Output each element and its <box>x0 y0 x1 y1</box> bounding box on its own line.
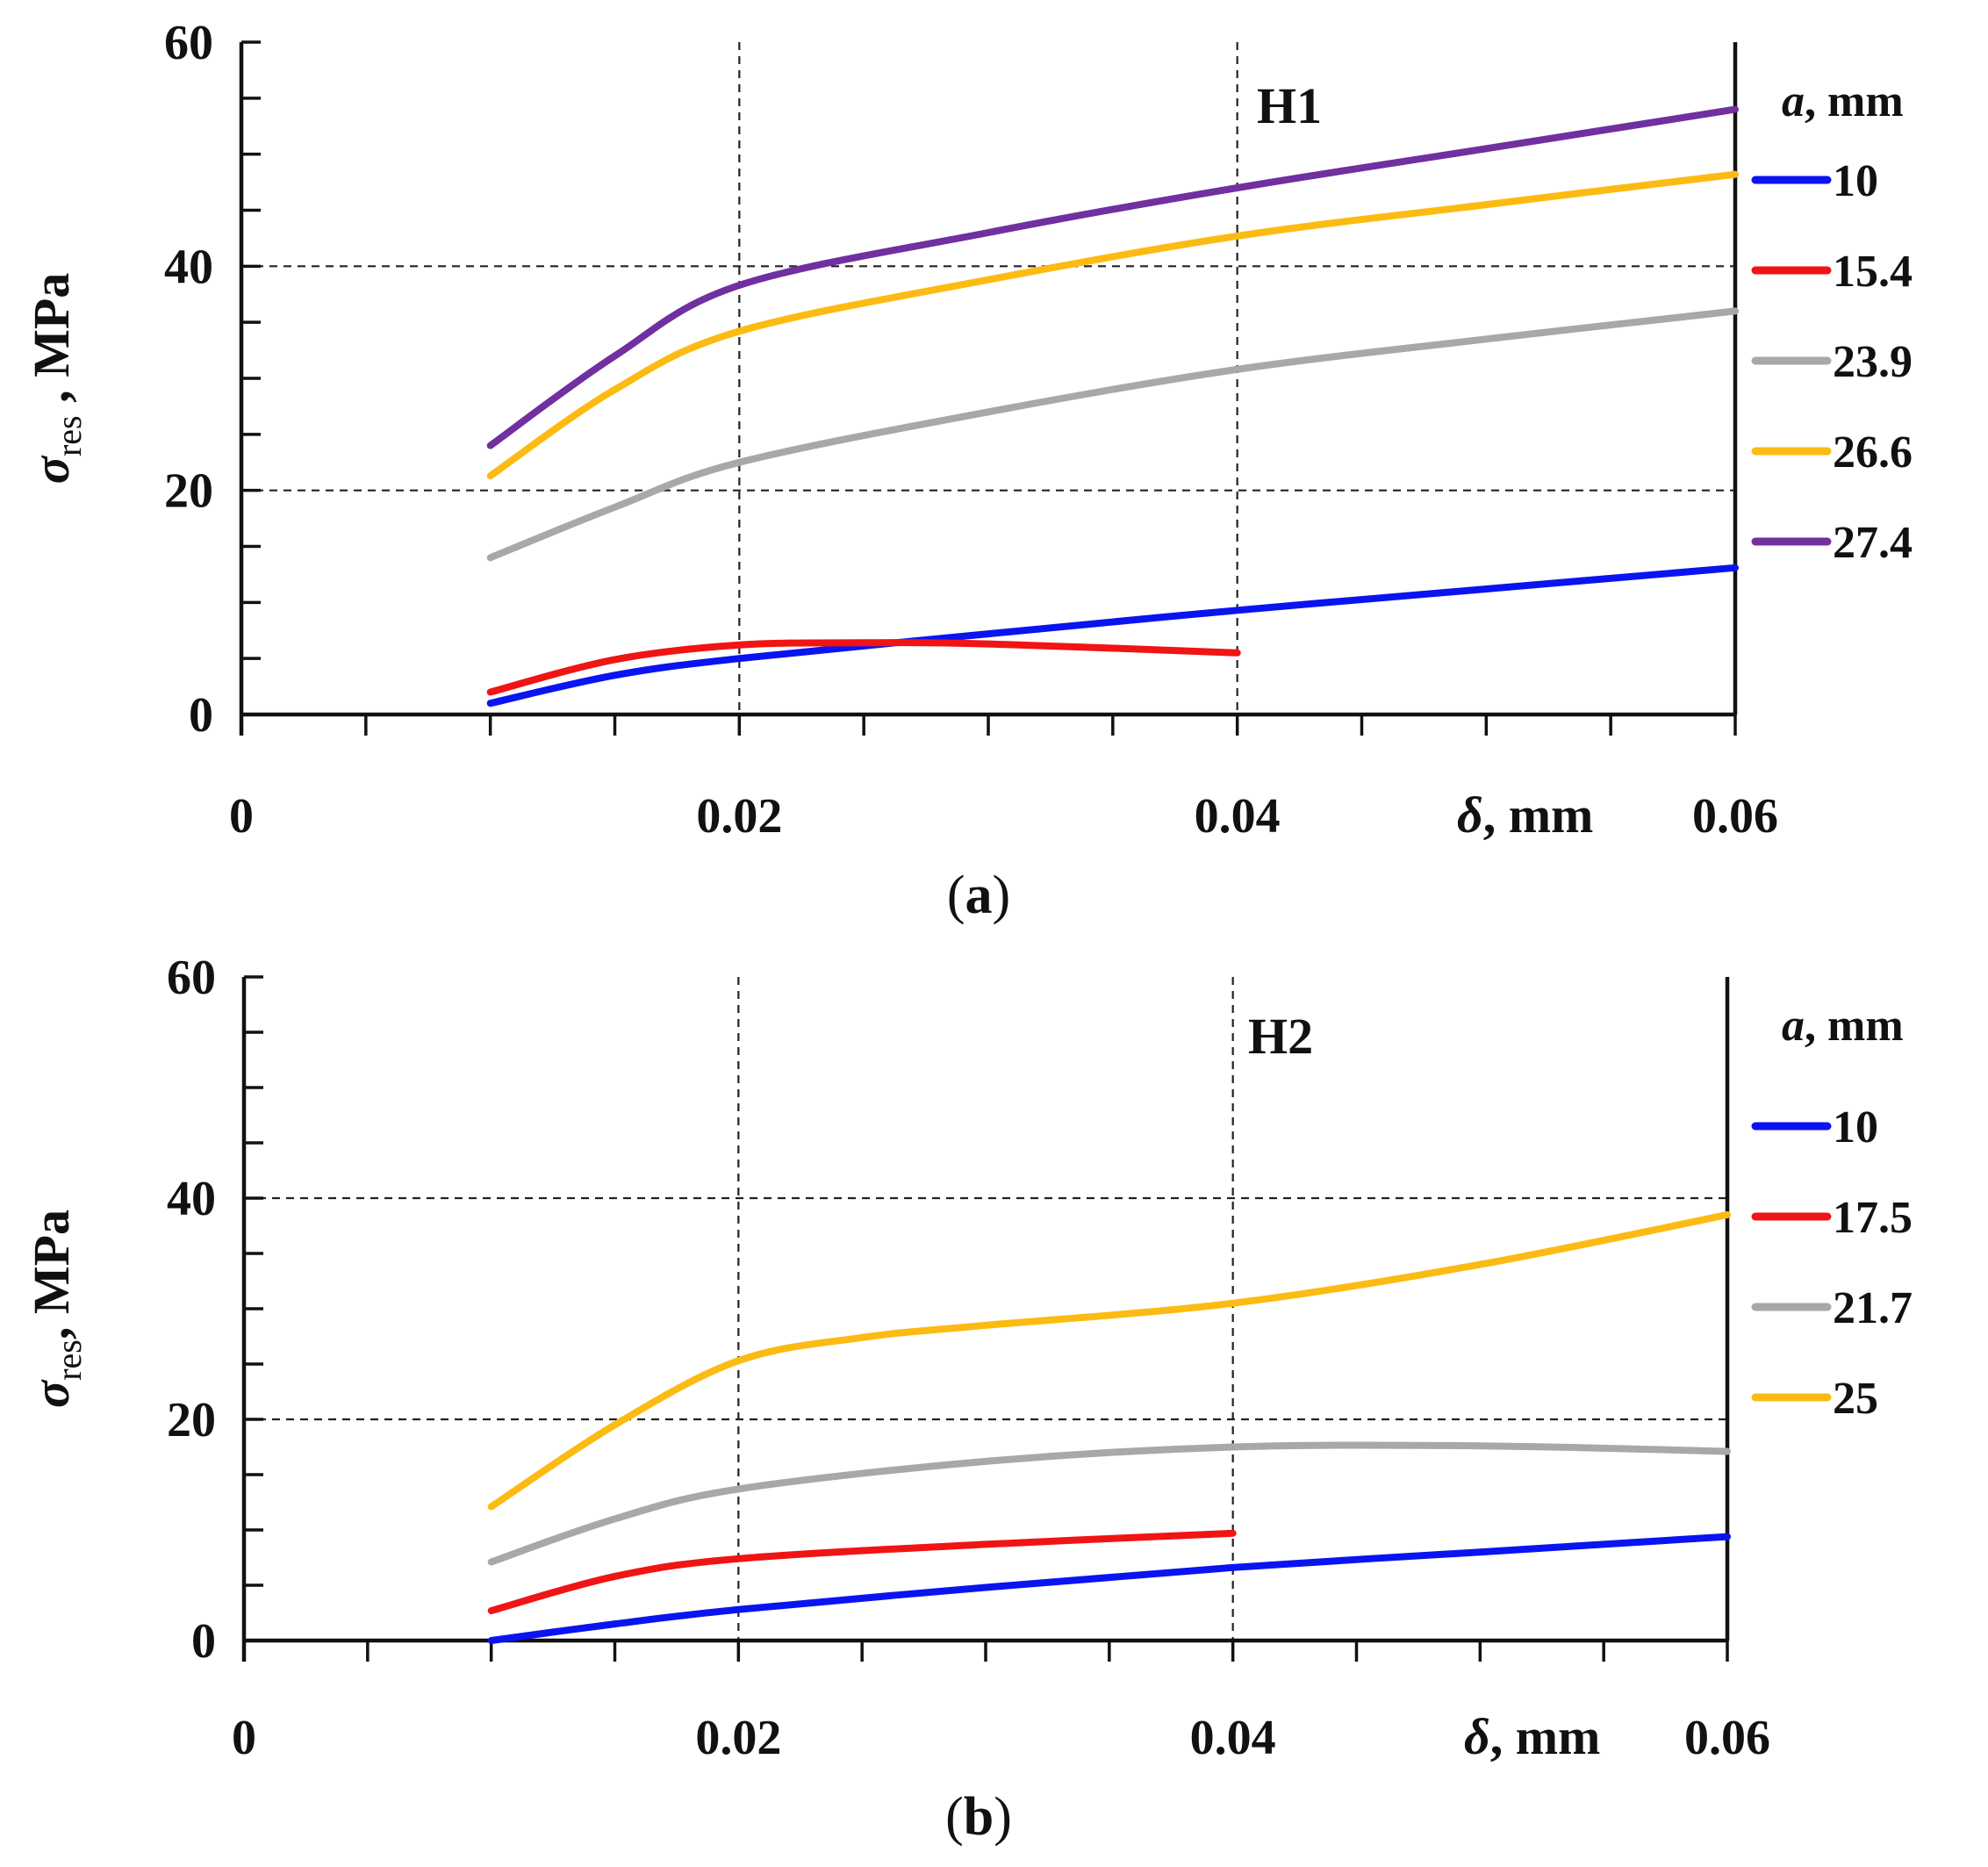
y-tick-label: 40 <box>167 1172 216 1226</box>
y-tick-label: 0 <box>189 688 213 743</box>
legend-label: 27.4 <box>1833 518 1913 568</box>
y-tick-label: 60 <box>164 16 213 70</box>
legend: a, mm 10 15.4 23.9 26.6 27.4 <box>1751 76 1913 568</box>
legend-label: 17.5 <box>1833 1193 1913 1243</box>
x-axis-title: δ, mm <box>1457 786 1593 844</box>
x-tick-label: 0.04 <box>1195 789 1281 844</box>
legend: a, mm 10 17.5 21.7 25 <box>1751 1001 1913 1424</box>
x-tick-label: 0.02 <box>695 1711 781 1765</box>
y-tick-label: 0 <box>191 1614 216 1669</box>
y-tick-label: 20 <box>167 1393 216 1447</box>
series-line-15-4 <box>486 639 1241 696</box>
series-line-25 <box>487 1210 1731 1511</box>
series-line-21-7 <box>487 1441 1731 1566</box>
legend-label: 10 <box>1833 156 1878 206</box>
series-line-10 <box>487 1533 1731 1644</box>
legend-label: 10 <box>1833 1102 1878 1153</box>
x-tick-label: 0.06 <box>1684 1711 1770 1765</box>
y-tick-label: 40 <box>164 240 213 294</box>
y-axis-title: σres , MPa <box>23 273 89 485</box>
panel-label: H2 <box>1248 1008 1313 1065</box>
series-line-17-5 <box>487 1529 1237 1614</box>
legend-label: 25 <box>1833 1374 1878 1424</box>
x-tick-label: 0.04 <box>1190 1711 1276 1765</box>
x-tick-label: 0 <box>232 1711 256 1765</box>
chart-panel-a: 0 20 40 60 0 0.02 0.04 0.06 σres , MPa δ, mm H1 a, … <box>23 16 1913 925</box>
x-axis-title: δ, mm <box>1464 1708 1600 1765</box>
panel-caption: (b) <box>945 1787 1012 1847</box>
legend-title: a, mm <box>1782 1001 1904 1051</box>
y-tick-label: 60 <box>167 951 216 1005</box>
legend-label: 23.9 <box>1833 337 1913 387</box>
series-line-23-9 <box>486 307 1739 562</box>
chart-panel-b: 0 20 40 60 0 0.02 0.04 0.06 σres, MPa δ, mm H2 a, m… <box>23 951 1913 1847</box>
x-tick-label: 0.06 <box>1692 789 1778 844</box>
legend-label: 26.6 <box>1833 427 1913 478</box>
y-axis-title: σres, MPa <box>23 1210 89 1408</box>
legend-label: 15.4 <box>1833 247 1913 297</box>
panel-caption: (a) <box>947 865 1010 925</box>
x-tick-label: 0 <box>229 789 254 844</box>
legend-title: a, mm <box>1782 76 1904 126</box>
y-tick-label: 20 <box>164 464 213 519</box>
series-line-27-4 <box>486 105 1739 449</box>
x-tick-label: 0.02 <box>696 789 782 844</box>
series-line-26-6 <box>486 170 1739 480</box>
legend-label: 21.7 <box>1833 1283 1913 1333</box>
series-line-10 <box>486 564 1739 707</box>
panel-label: H1 <box>1257 77 1322 134</box>
